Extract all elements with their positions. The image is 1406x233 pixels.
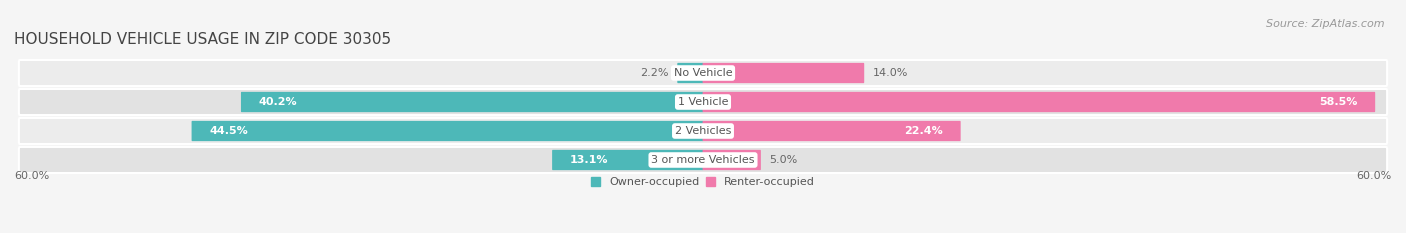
Text: 60.0%: 60.0% xyxy=(14,171,49,181)
FancyBboxPatch shape xyxy=(18,89,1388,115)
FancyBboxPatch shape xyxy=(703,121,960,141)
FancyBboxPatch shape xyxy=(18,118,1388,144)
FancyBboxPatch shape xyxy=(18,147,1388,173)
Text: 14.0%: 14.0% xyxy=(873,68,908,78)
Text: 1 Vehicle: 1 Vehicle xyxy=(678,97,728,107)
Text: 40.2%: 40.2% xyxy=(259,97,297,107)
FancyBboxPatch shape xyxy=(18,60,1388,86)
FancyBboxPatch shape xyxy=(703,63,865,83)
FancyBboxPatch shape xyxy=(703,92,1375,112)
FancyBboxPatch shape xyxy=(703,150,761,170)
Text: 44.5%: 44.5% xyxy=(209,126,247,136)
FancyBboxPatch shape xyxy=(678,63,703,83)
Text: 13.1%: 13.1% xyxy=(569,155,609,165)
Text: 2.2%: 2.2% xyxy=(640,68,669,78)
FancyBboxPatch shape xyxy=(191,121,703,141)
Text: 2 Vehicles: 2 Vehicles xyxy=(675,126,731,136)
Text: 5.0%: 5.0% xyxy=(769,155,797,165)
Text: 60.0%: 60.0% xyxy=(1357,171,1392,181)
Text: 22.4%: 22.4% xyxy=(904,126,943,136)
FancyBboxPatch shape xyxy=(240,92,703,112)
Text: Source: ZipAtlas.com: Source: ZipAtlas.com xyxy=(1267,19,1385,29)
Text: HOUSEHOLD VEHICLE USAGE IN ZIP CODE 30305: HOUSEHOLD VEHICLE USAGE IN ZIP CODE 3030… xyxy=(14,32,391,47)
Legend: Owner-occupied, Renter-occupied: Owner-occupied, Renter-occupied xyxy=(586,173,820,192)
Text: 58.5%: 58.5% xyxy=(1319,97,1358,107)
Text: No Vehicle: No Vehicle xyxy=(673,68,733,78)
FancyBboxPatch shape xyxy=(553,150,703,170)
Text: 3 or more Vehicles: 3 or more Vehicles xyxy=(651,155,755,165)
